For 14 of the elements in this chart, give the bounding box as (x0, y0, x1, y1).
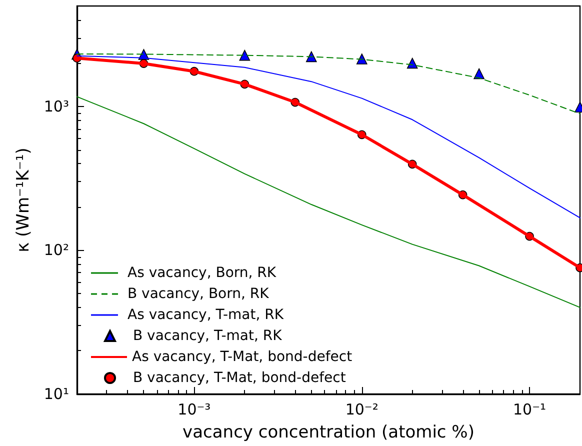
x-tick-label: 10⁻¹ (513, 400, 546, 418)
x-tick-label: 10⁻³ (178, 400, 211, 418)
legend-label: As vacancy, T-mat, RK (128, 307, 284, 323)
y-tick-label: 10³ (44, 97, 69, 116)
y-tick-label: 10² (44, 241, 69, 260)
legend-label: As vacancy, Born, RK (128, 265, 277, 281)
legend-label: B vacancy, T-Mat, bond-defect (133, 370, 346, 386)
legend-label: As vacancy, T-Mat, bond-defect (132, 349, 353, 365)
legend-label: B vacancy, Born, RK (128, 286, 270, 302)
x-tick-label: 10⁻² (345, 400, 378, 418)
y-tick-label: 10¹ (44, 385, 69, 403)
x-axis-title: vacancy concentration (atomic %) (182, 422, 474, 442)
legend-label: B vacancy, T-mat, RK (133, 328, 283, 344)
y-axis-title: κ (Wm⁻¹K⁻¹) (14, 148, 34, 252)
